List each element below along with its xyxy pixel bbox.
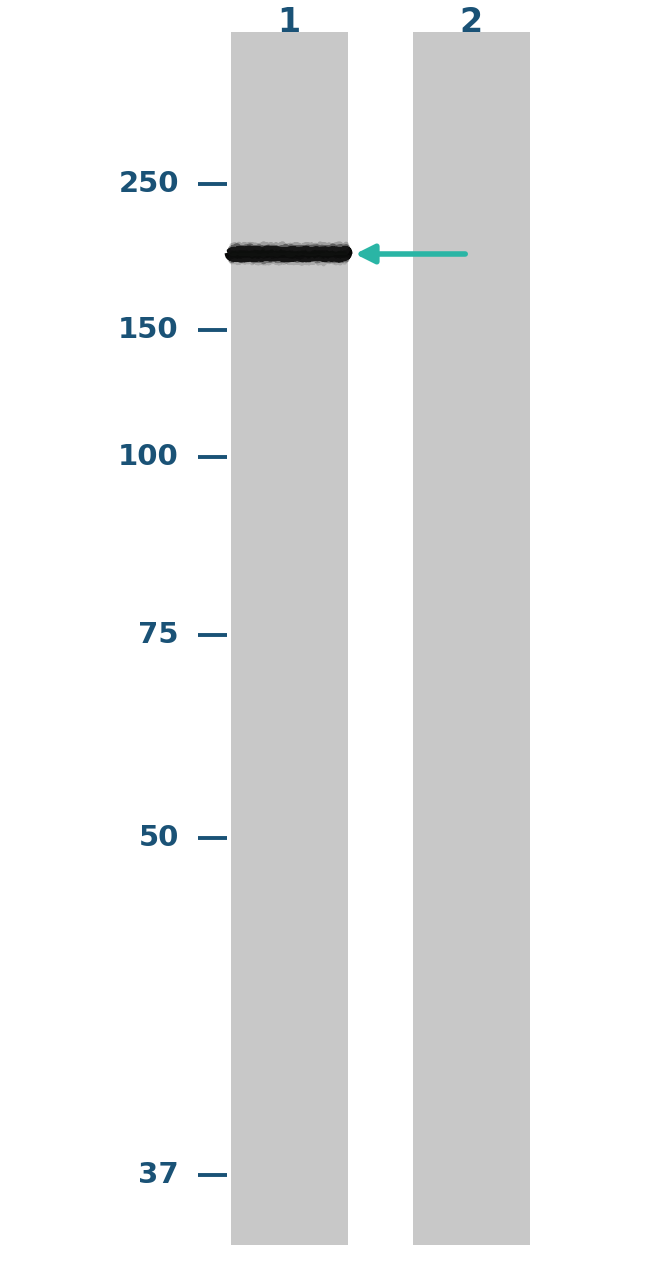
Text: 75: 75 xyxy=(138,621,179,649)
Text: 1: 1 xyxy=(278,6,301,39)
Text: 250: 250 xyxy=(118,170,179,198)
Bar xyxy=(413,32,530,1245)
Text: 2: 2 xyxy=(460,6,483,39)
Text: 100: 100 xyxy=(118,443,179,471)
Text: 37: 37 xyxy=(138,1161,179,1189)
Bar xyxy=(231,32,348,1245)
Text: 150: 150 xyxy=(118,316,179,344)
Text: 50: 50 xyxy=(138,824,179,852)
